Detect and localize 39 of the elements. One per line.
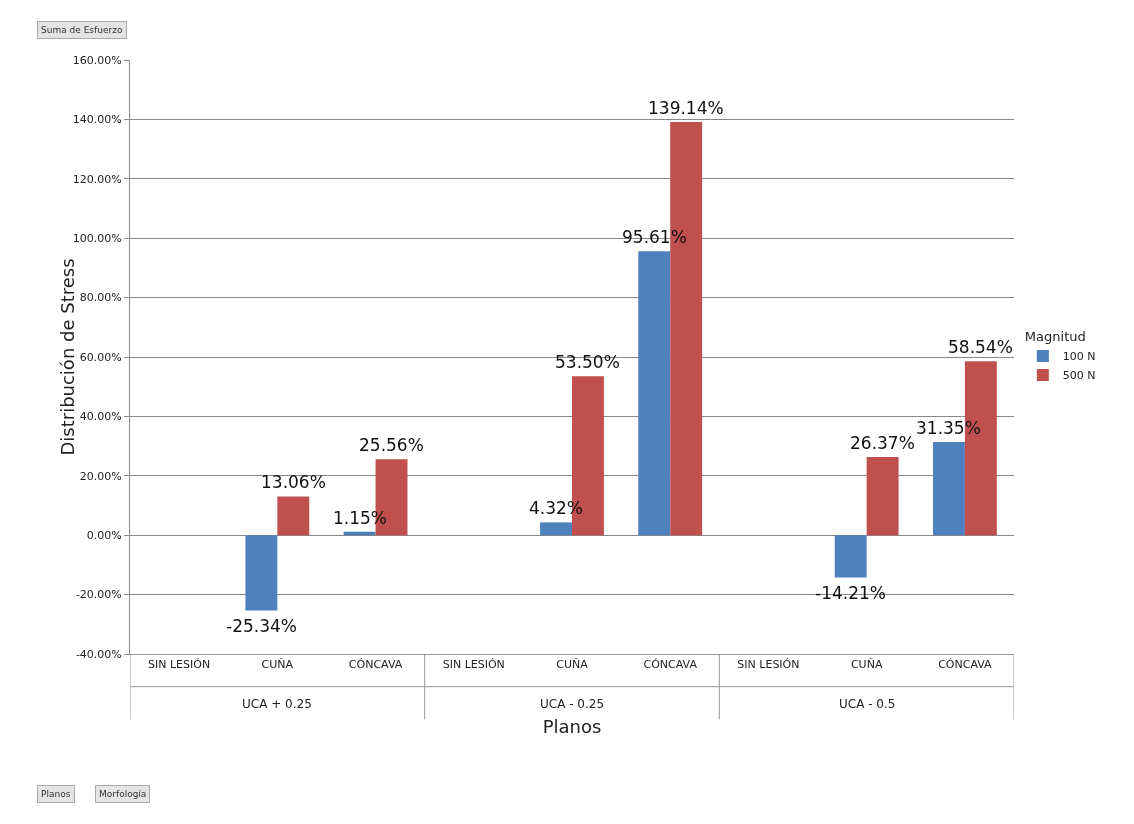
x-tick-label: CUÑA — [556, 658, 589, 672]
data-label: 139.14% — [648, 98, 724, 118]
y-tick-label: 20.00% — [79, 469, 122, 483]
text: UCA - 0.25 — [540, 697, 605, 711]
y-tick-label: -20.00% — [75, 588, 122, 602]
legend-label: 500 N — [1062, 369, 1096, 383]
data-label: 53.50% — [555, 352, 620, 372]
y-tick-label: 100.00% — [72, 232, 122, 246]
text: UCA - 0.5 — [839, 697, 896, 711]
x-tick-label: CÓNCAVA — [348, 658, 403, 672]
y-axis-title: Distribución de Stress — [56, 258, 78, 456]
data-label: 58.54% — [948, 337, 1013, 357]
y-tick-label: 60.00% — [79, 350, 122, 364]
x-tick-label: CUÑA — [261, 658, 294, 672]
y-tick-label: 120.00% — [72, 172, 122, 186]
text: UCA + 0.25 — [242, 697, 312, 711]
y-tick-label: 0.00% — [86, 529, 122, 543]
x-axis-title: Planos — [542, 716, 602, 738]
data-label: 25.56% — [359, 435, 424, 455]
x-tick-label: SIN LESIÓN — [737, 658, 800, 672]
y-tick-label: 40.00% — [79, 410, 122, 424]
x-tick-label: SIN LESIÓN — [442, 658, 505, 672]
data-label: 13.06% — [261, 472, 326, 492]
legend-title: Magnitud — [1024, 329, 1086, 345]
data-label: -25.34% — [226, 616, 297, 636]
x-tick-label: CUÑA — [850, 658, 883, 672]
text: Suma de Esfuerzo — [41, 25, 123, 35]
y-tick-label: 140.00% — [72, 113, 122, 127]
data-label: 26.37% — [850, 433, 915, 453]
text: Morfología — [99, 789, 147, 799]
x-tick-label: SIN LESIÓN — [148, 658, 211, 672]
data-label: -14.21% — [815, 583, 886, 603]
text: Planos — [41, 789, 71, 799]
y-tick-label: -40.00% — [75, 647, 122, 661]
x-tick-label: CÓNCAVA — [938, 658, 993, 672]
x-tick-label: CÓNCAVA — [643, 658, 698, 672]
y-tick-label: 160.00% — [72, 53, 122, 67]
y-tick-label: 80.00% — [79, 291, 122, 305]
legend-label: 100 N — [1062, 350, 1096, 364]
